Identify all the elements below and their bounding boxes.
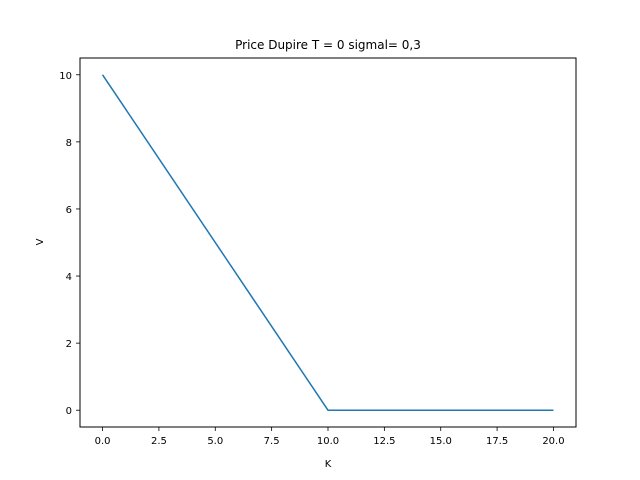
x-tick-label: 17.5 <box>486 436 508 447</box>
plot-area-frame <box>79 57 577 428</box>
x-axis-ticks: 0.0 2.5 5.0 7.5 10.0 12.5 15.0 17.5 20.0 <box>95 427 565 447</box>
x-axis-label: K <box>325 459 332 470</box>
chart-title: Price Dupire T = 0 sigmal= 0,3 <box>235 38 421 52</box>
series-line <box>101 74 554 411</box>
x-tick-label: 5.0 <box>207 436 223 447</box>
x-tick-label: 12.5 <box>373 436 395 447</box>
x-tick-label: 7.5 <box>264 436 280 447</box>
y-tick-label: 0 <box>66 406 72 417</box>
y-tick-label: 8 <box>66 138 72 149</box>
x-tick-label: 15.0 <box>430 436 452 447</box>
y-tick-label: 4 <box>66 272 72 283</box>
y-tick-label: 10 <box>59 71 72 82</box>
y-tick-label: 2 <box>66 339 72 350</box>
y-axis-ticks: 0 2 4 6 8 10 <box>59 71 80 417</box>
y-axis-label: V <box>35 238 46 245</box>
x-tick-label: 2.5 <box>151 436 167 447</box>
x-tick-label: 0.0 <box>95 436 111 447</box>
y-tick-label: 6 <box>66 205 72 216</box>
x-tick-label: 20.0 <box>542 436 564 447</box>
x-tick-label: 10.0 <box>317 436 339 447</box>
